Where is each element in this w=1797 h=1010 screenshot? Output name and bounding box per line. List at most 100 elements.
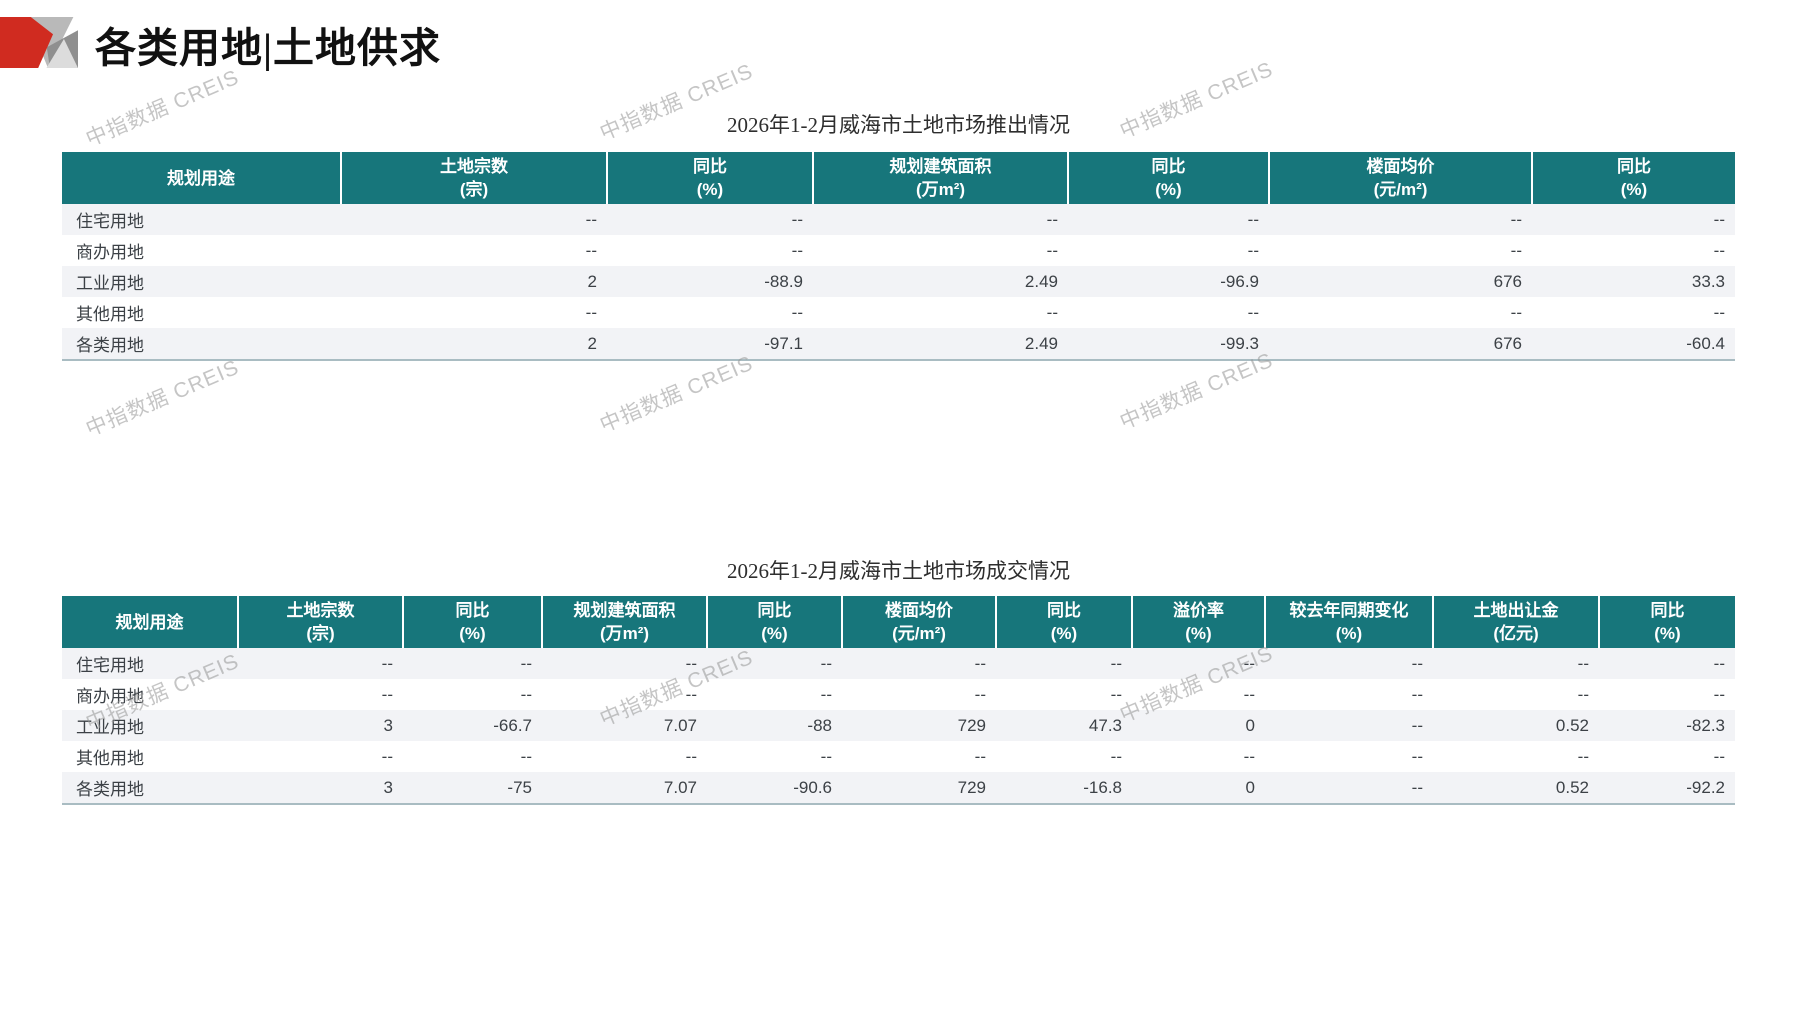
cell-value: 729 <box>842 772 996 805</box>
header-row: 规划用途 土地宗数 (宗) 同比 (%) 规划建筑面积 (万m²) 同比 (%) 楼面均价 (元/m… <box>62 596 1735 648</box>
cell-value: -- <box>607 297 813 328</box>
cell-value: 0 <box>1132 710 1265 741</box>
cell-value: -- <box>238 741 403 772</box>
cell-value: -- <box>1068 204 1269 235</box>
cell-value: -99.3 <box>1068 328 1269 361</box>
column-header: 同比 (%) <box>996 596 1133 648</box>
column-header: 土地宗数 (宗) <box>238 596 404 648</box>
supply-table: 规划用途 土地宗数 (宗) 同比 (%) 规划建筑面积 (万m²) 同比 (%) 楼面均价 (元/m… <box>62 152 1735 361</box>
header-row: 规划用途 土地宗数 (宗) 同比 (%) 规划建筑面积 (万m²) 同比 (%) 楼面均价 (元/m… <box>62 152 1735 204</box>
supply-table-title: 2026年1-2月威海市土地市场推出情况 <box>727 113 1070 137</box>
cell-value: -- <box>607 204 813 235</box>
cell-value: -16.8 <box>996 772 1132 805</box>
cell-value: -- <box>1265 710 1433 741</box>
cell-value: -- <box>842 648 996 679</box>
row-label: 工业用地 <box>62 710 238 741</box>
column-header: 楼面均价 (元/m²) <box>842 596 997 648</box>
row-label: 各类用地 <box>62 328 341 361</box>
cell-value: -92.2 <box>1599 772 1735 805</box>
cell-value: -66.7 <box>403 710 542 741</box>
cell-value: 7.07 <box>542 772 707 805</box>
cell-value: -- <box>842 679 996 710</box>
transaction-section: 2026年1-2月威海市土地市场成交情况 规划用途 土地宗数 (宗) 同比 (%) 规划建… <box>62 552 1735 805</box>
cell-value: 676 <box>1269 328 1532 361</box>
supply-section: 2026年1-2月威海市土地市场推出情况 规划用途 土地宗数 (宗) 同比 (%) 规划建… <box>62 106 1735 361</box>
cell-value: -- <box>996 679 1132 710</box>
column-header: 较去年同期变化 (%) <box>1265 596 1434 648</box>
cell-value: 33.3 <box>1532 266 1735 297</box>
row-label: 其他用地 <box>62 297 341 328</box>
cell-value: -- <box>1132 679 1265 710</box>
cell-value: 7.07 <box>542 710 707 741</box>
cell-value: -- <box>607 235 813 266</box>
cell-value: 676 <box>1269 266 1532 297</box>
cell-value: -- <box>403 679 542 710</box>
cell-value: -- <box>238 648 403 679</box>
transaction-table: 规划用途 土地宗数 (宗) 同比 (%) 规划建筑面积 (万m²) 同比 (%) 楼面均价 (元/m… <box>62 596 1735 805</box>
cell-value: 0.52 <box>1433 710 1599 741</box>
cell-value: -- <box>996 741 1132 772</box>
row-label: 商办用地 <box>62 235 341 266</box>
cell-value: -- <box>813 204 1068 235</box>
cell-value: -- <box>1068 235 1269 266</box>
cell-value: 2.49 <box>813 328 1068 361</box>
cell-value: -- <box>341 235 607 266</box>
row-label: 各类用地 <box>62 772 238 805</box>
column-header: 溢价率 (%) <box>1132 596 1266 648</box>
cell-value: -- <box>1269 204 1532 235</box>
row-label: 工业用地 <box>62 266 341 297</box>
cell-value: -- <box>996 648 1132 679</box>
cell-value: -- <box>1433 679 1599 710</box>
cell-value: -- <box>1068 297 1269 328</box>
cell-value: -- <box>842 741 996 772</box>
column-header: 同比 (%) <box>607 152 814 204</box>
cell-value: -- <box>1599 741 1735 772</box>
cell-value: -97.1 <box>607 328 813 361</box>
cell-value: -- <box>1265 772 1433 805</box>
table-row: 住宅用地 -- -- -- -- -- -- -- -- -- -- <box>62 648 1735 679</box>
row-label: 住宅用地 <box>62 648 238 679</box>
cell-value: -- <box>1269 297 1532 328</box>
row-label: 商办用地 <box>62 679 238 710</box>
cell-value: -- <box>1532 235 1735 266</box>
cell-value: -- <box>1132 648 1265 679</box>
column-header: 规划建筑面积 (万m²) <box>542 596 708 648</box>
cell-value: -- <box>1433 648 1599 679</box>
cell-value: 47.3 <box>996 710 1132 741</box>
table-row: 其他用地 -- -- -- -- -- -- -- -- -- -- <box>62 741 1735 772</box>
table-row: 其他用地 -- -- -- -- -- -- <box>62 297 1735 328</box>
cell-value: -- <box>707 741 842 772</box>
column-header: 同比 (%) <box>403 596 543 648</box>
cell-value: -- <box>1269 235 1532 266</box>
table-row: 各类用地 2 -97.1 2.49 -99.3 676 -60.4 <box>62 328 1735 361</box>
row-label: 其他用地 <box>62 741 238 772</box>
column-header: 规划建筑面积 (万m²) <box>813 152 1069 204</box>
table-row: 工业用地 2 -88.9 2.49 -96.9 676 33.3 <box>62 266 1735 297</box>
cell-value: -- <box>813 297 1068 328</box>
cell-value: -96.9 <box>1068 266 1269 297</box>
table-row: 商办用地 -- -- -- -- -- -- -- -- -- -- <box>62 679 1735 710</box>
cell-value: -- <box>1265 679 1433 710</box>
cell-value: -88.9 <box>607 266 813 297</box>
cell-value: 3 <box>238 772 403 805</box>
cell-value: 2.49 <box>813 266 1068 297</box>
cell-value: -82.3 <box>1599 710 1735 741</box>
cell-value: -- <box>341 297 607 328</box>
cell-value: -- <box>1265 741 1433 772</box>
cell-value: -- <box>403 648 542 679</box>
cell-value: 0 <box>1132 772 1265 805</box>
cell-value: -- <box>1599 648 1735 679</box>
watermark: 中指数据 CREIS <box>82 355 243 442</box>
column-header: 同比 (%) <box>1599 596 1735 648</box>
cell-value: -- <box>238 679 403 710</box>
column-header: 土地出让金 (亿元) <box>1433 596 1600 648</box>
row-label: 住宅用地 <box>62 204 341 235</box>
cell-value: 2 <box>341 328 607 361</box>
cell-value: -- <box>542 648 707 679</box>
cell-value: -- <box>1532 204 1735 235</box>
creis-logo-icon <box>0 10 78 68</box>
cell-value: -- <box>1599 679 1735 710</box>
column-header: 同比 (%) <box>1068 152 1270 204</box>
cell-value: -- <box>813 235 1068 266</box>
cell-value: -- <box>707 648 842 679</box>
